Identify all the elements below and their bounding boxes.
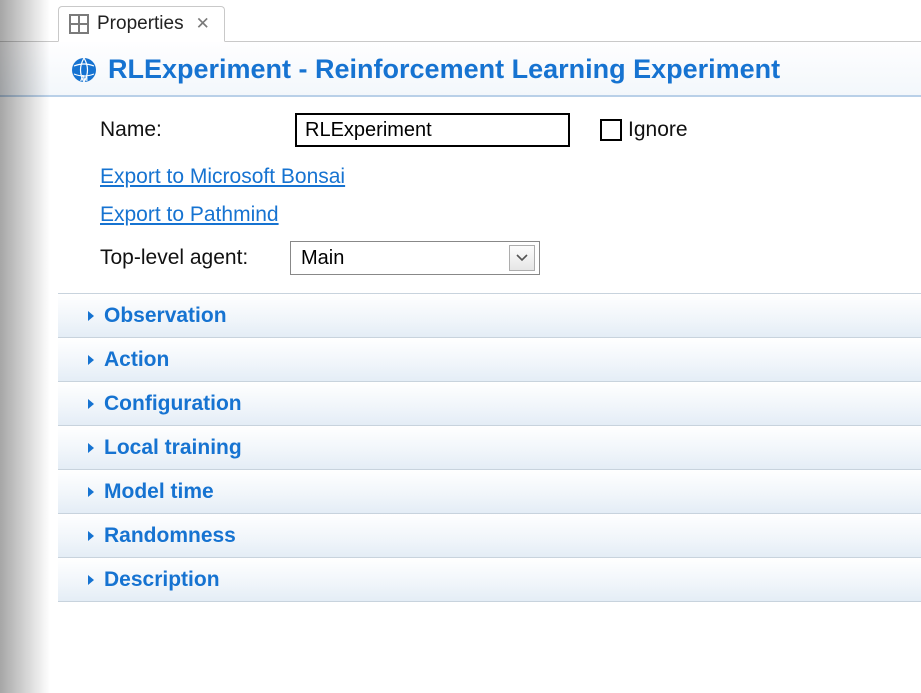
section-model-time[interactable]: Model time (58, 470, 921, 514)
section-label: Local training (104, 436, 242, 460)
ignore-checkbox[interactable] (600, 119, 622, 141)
tab-bar: Properties ✕ (0, 0, 921, 42)
section-configuration[interactable]: Configuration (58, 382, 921, 426)
link-row-pathmind: Export to Pathmind (100, 203, 921, 227)
close-icon[interactable]: ✕ (196, 14, 210, 34)
export-bonsai-link[interactable]: Export to Microsoft Bonsai (100, 165, 345, 188)
section-label: Model time (104, 480, 214, 504)
section-label: Description (104, 568, 220, 592)
chevron-right-icon (86, 441, 96, 455)
agent-row: Top-level agent: Main (100, 241, 921, 275)
chevron-right-icon (86, 529, 96, 543)
sections: Observation Action Configuration Local trai… (58, 293, 921, 602)
form-area: Name: Ignore Export to Microsoft Bonsai … (0, 97, 921, 293)
ignore-label: Ignore (628, 118, 688, 142)
ignore-wrap: Ignore (600, 118, 688, 142)
chevron-right-icon (86, 573, 96, 587)
agent-label: Top-level agent: (100, 246, 290, 270)
section-description[interactable]: Description (58, 558, 921, 602)
export-pathmind-link[interactable]: Export to Pathmind (100, 203, 279, 226)
chevron-right-icon (86, 353, 96, 367)
chevron-right-icon (86, 485, 96, 499)
agent-select[interactable]: Main (290, 241, 540, 275)
name-input[interactable] (295, 113, 570, 147)
chevron-down-icon (509, 245, 535, 271)
chevron-right-icon (86, 397, 96, 411)
section-label: Configuration (104, 392, 242, 416)
tab-properties[interactable]: Properties ✕ (58, 6, 225, 42)
link-row-bonsai: Export to Microsoft Bonsai (100, 165, 921, 189)
name-row: Name: Ignore (100, 113, 921, 147)
tab-label: Properties (97, 13, 184, 35)
properties-panel: Ai RLExperiment - Reinforcement Learning… (0, 42, 921, 602)
chevron-right-icon (86, 309, 96, 323)
section-label: Action (104, 348, 169, 372)
name-label: Name: (100, 118, 295, 142)
page-title: RLExperiment - Reinforcement Learning Ex… (108, 54, 780, 85)
title-bar: Ai RLExperiment - Reinforcement Learning… (0, 42, 921, 97)
section-action[interactable]: Action (58, 338, 921, 382)
globe-ai-icon: Ai (70, 56, 98, 84)
section-label: Observation (104, 304, 227, 328)
section-local-training[interactable]: Local training (58, 426, 921, 470)
section-randomness[interactable]: Randomness (58, 514, 921, 558)
agent-value: Main (301, 247, 344, 270)
section-label: Randomness (104, 524, 236, 548)
table-icon (69, 14, 89, 34)
svg-text:Ai: Ai (80, 74, 88, 83)
section-observation[interactable]: Observation (58, 294, 921, 338)
